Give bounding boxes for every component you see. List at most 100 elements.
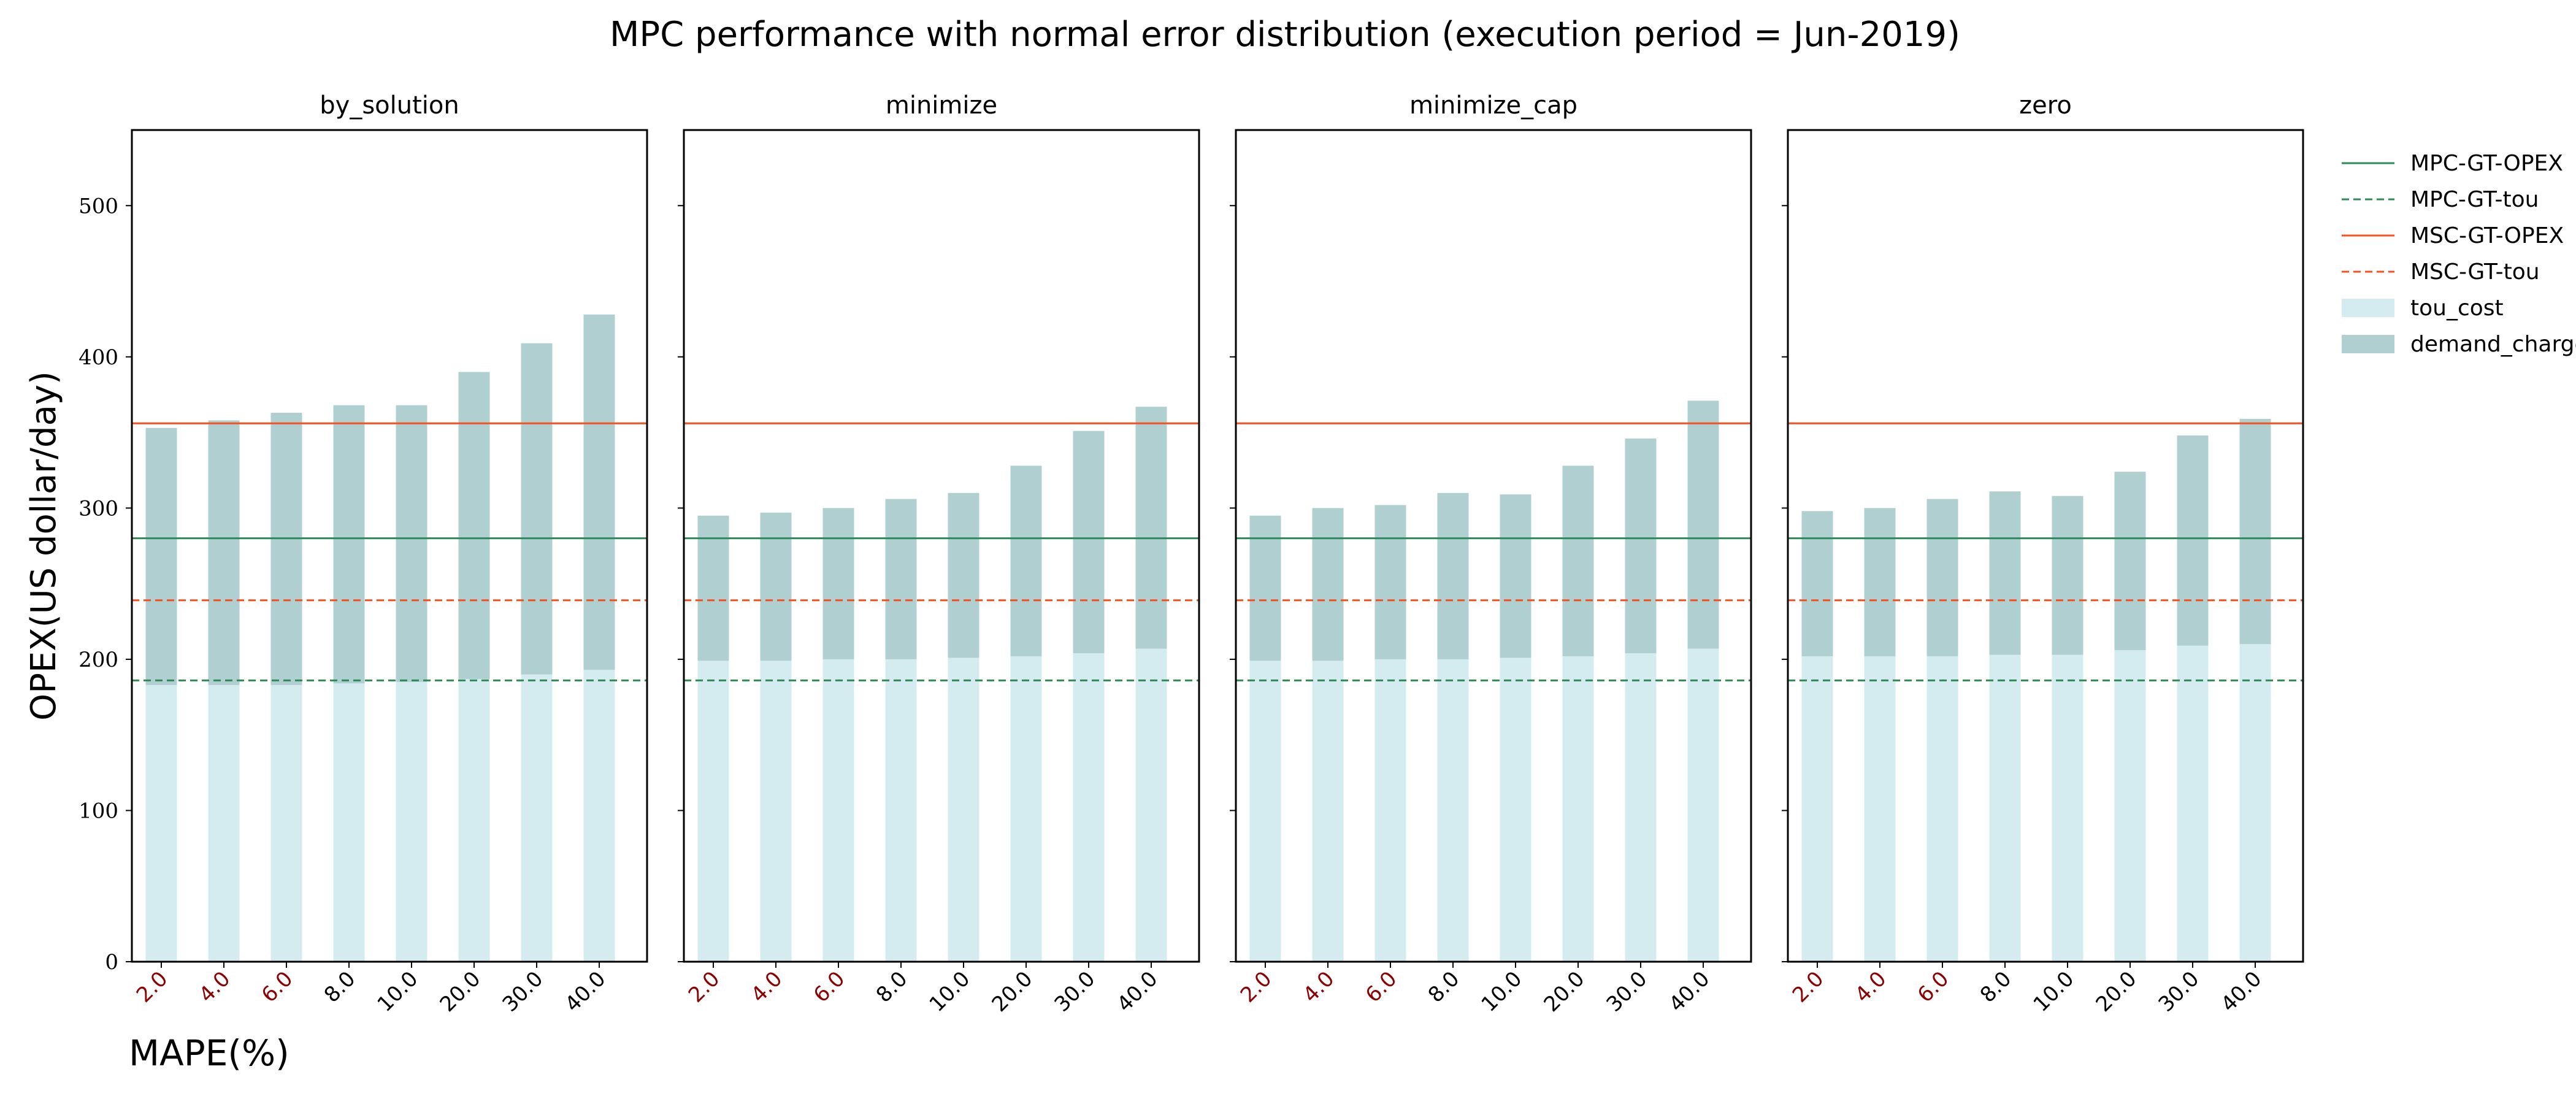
legend-swatch (2342, 299, 2394, 317)
panel-frame (1235, 129, 1752, 963)
x-tick-label: 10.0 (373, 967, 423, 1017)
x-tick-label: 30.0 (498, 967, 548, 1017)
bar-demand-charge (1135, 407, 1167, 649)
bar-tou-cost (760, 661, 792, 962)
bar-tou-cost (697, 661, 729, 962)
bar-demand-charge (1687, 401, 1719, 649)
x-tick-label: 10.0 (1477, 967, 1527, 1017)
x-tick-label: 6.0 (1361, 967, 1402, 1008)
x-tick-label: 30.0 (2154, 967, 2204, 1017)
x-tick-label: 2.0 (1788, 967, 1829, 1008)
legend-item-mpc-gt-opex: MPC-GT-OPEX (2342, 151, 2563, 176)
panel-minimize-cap: minimize_cap 2.0 4.0 6.0 8.0 10.0 20.0 30.0 40.0 (1230, 91, 1752, 1017)
bar-demand-charge (1500, 494, 1531, 658)
bar-demand-charge (697, 515, 729, 661)
bar-demand-charge (1625, 438, 1657, 654)
legend-label: demand_charge (2410, 332, 2576, 357)
bar-tou-cost (1500, 657, 1531, 962)
legend-label: MPC-GT-tou (2410, 187, 2539, 212)
x-tick-label: 10.0 (2029, 967, 2079, 1017)
bar-demand-charge (760, 512, 792, 661)
bar-tou-cost (583, 670, 615, 962)
y-tick-label: 200 (79, 648, 118, 672)
x-tick-label: 6.0 (1913, 967, 1954, 1008)
legend-label: MSC-GT-OPEX (2410, 223, 2564, 248)
panel-zero: zero 2.0 4.0 6.0 8.0 10.0 20.0 30.0 40.0 (1782, 91, 2304, 1017)
x-tick-label: 4.0 (1298, 967, 1340, 1008)
bar-tou-cost (1989, 654, 2021, 962)
y-tick-label: 500 (79, 194, 118, 218)
legend-swatch (2342, 335, 2394, 353)
bar-tou-cost (208, 684, 240, 962)
bar-demand-charge (583, 314, 615, 670)
bar-demand-charge (1989, 491, 2021, 655)
x-tick-label: 8.0 (1424, 967, 1465, 1008)
y-tick-label: 300 (79, 496, 118, 521)
bar-tou-cost (2177, 645, 2209, 962)
legend-item-msc-gt-tou: MSC-GT-tou (2342, 259, 2540, 285)
x-tick-label: 40.0 (1665, 967, 1715, 1017)
x-tick-label: 8.0 (320, 967, 361, 1008)
bar-demand-charge (1864, 508, 1896, 656)
legend-label: tou_cost (2410, 296, 2504, 321)
y-tick-label: 0 (105, 950, 118, 975)
bar-demand-charge (208, 420, 240, 685)
x-tick-label: 8.0 (872, 967, 913, 1008)
bar-tou-cost (145, 684, 177, 962)
x-tick-label: 6.0 (809, 967, 850, 1008)
bar-demand-charge (1312, 508, 1344, 661)
bar-tou-cost (2114, 650, 2146, 962)
bar-tou-cost (1374, 659, 1406, 962)
bar-demand-charge (333, 405, 365, 684)
x-tick-label: 4.0 (746, 967, 788, 1008)
x-tick-label: 2.0 (1236, 967, 1277, 1008)
x-tick-label: 20.0 (1539, 967, 1590, 1017)
bar-demand-charge (1801, 511, 1833, 656)
panel-title: by_solution (320, 91, 459, 120)
bar-tou-cost (1926, 656, 1958, 962)
bar-demand-charge (521, 343, 553, 675)
bar-tou-cost (1687, 648, 1719, 962)
y-tick-label: 100 (79, 799, 118, 823)
bar-tou-cost (2239, 644, 2271, 962)
x-tick-label: 8.0 (1976, 967, 2017, 1008)
x-tick-label: 20.0 (435, 967, 486, 1017)
legend-item-msc-gt-opex: MSC-GT-OPEX (2342, 223, 2564, 248)
bar-demand-charge (822, 508, 854, 659)
bar-demand-charge (2177, 435, 2209, 646)
bar-demand-charge (885, 499, 917, 659)
bar-tou-cost (2052, 654, 2083, 962)
chart-title: MPC performance with normal error distri… (610, 15, 1960, 55)
legend-label: MPC-GT-OPEX (2410, 151, 2563, 176)
x-tick-label: 40.0 (2217, 967, 2267, 1017)
bar-tou-cost (521, 674, 553, 962)
x-tick-label: 4.0 (194, 967, 236, 1008)
bar-demand-charge (2052, 496, 2083, 655)
bar-tou-cost (1312, 661, 1344, 962)
legend-item-tou-cost: tou_cost (2342, 296, 2504, 321)
bar-tou-cost (1073, 653, 1105, 962)
x-tick-label: 6.0 (257, 967, 298, 1008)
bar-demand-charge (1562, 466, 1594, 656)
x-tick-label: 40.0 (1113, 967, 1163, 1017)
x-tick-label: 40.0 (561, 967, 611, 1017)
panel-title: zero (2019, 91, 2072, 120)
bar-tou-cost (458, 678, 490, 962)
bar-tou-cost (822, 659, 854, 962)
panel-title: minimize (886, 91, 997, 120)
bar-tou-cost (948, 657, 979, 962)
bar-demand-charge (1249, 515, 1281, 661)
x-tick-label: 2.0 (132, 967, 173, 1008)
legend-item-demand-charge: demand_charge (2342, 332, 2576, 357)
bar-tou-cost (1249, 661, 1281, 962)
bar-tou-cost (1801, 656, 1833, 962)
bar-demand-charge (2114, 472, 2146, 651)
bar-demand-charge (1926, 499, 1958, 656)
bar-demand-charge (1374, 505, 1406, 659)
y-tick-label: 400 (79, 345, 118, 370)
x-tick-label: 30.0 (1050, 967, 1100, 1017)
bar-demand-charge (2239, 418, 2271, 645)
bar-tou-cost (270, 684, 302, 962)
